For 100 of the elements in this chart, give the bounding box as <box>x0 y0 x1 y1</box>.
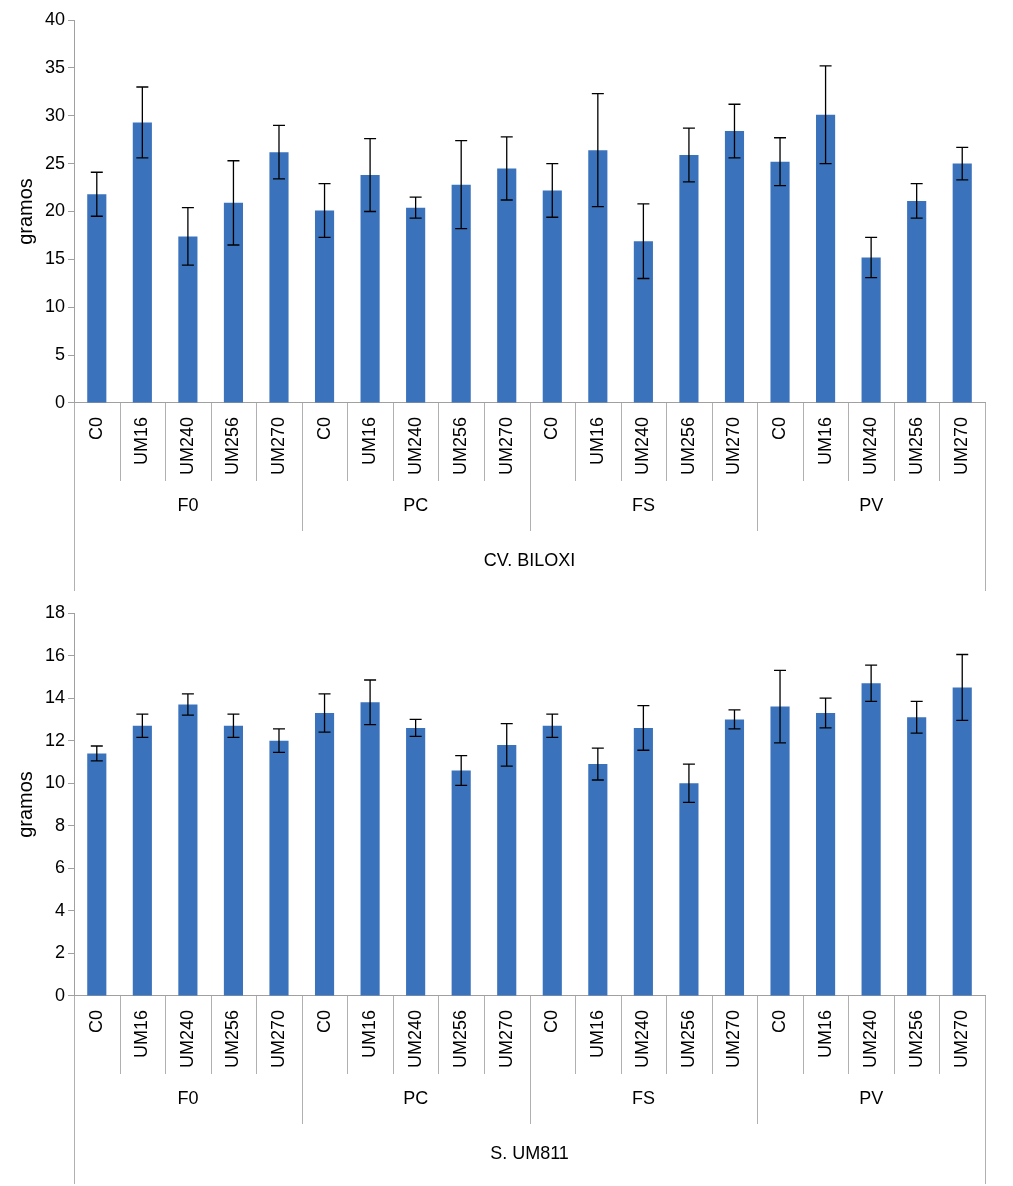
bar <box>451 184 471 403</box>
text: F0 <box>177 1087 199 1108</box>
x-tick-label: UM16 <box>814 1009 835 1058</box>
y-tick-label: 14 <box>44 687 66 708</box>
x-tick-label: UM16 <box>814 416 835 465</box>
bar <box>269 152 289 403</box>
x-tick-label: UM256 <box>222 416 243 476</box>
bar <box>679 783 699 996</box>
x-tick-label: UM240 <box>860 416 881 476</box>
bar <box>542 190 562 403</box>
bar <box>770 706 790 996</box>
bar <box>633 241 653 403</box>
text: F0 <box>177 494 199 515</box>
x-tick-label: UM240 <box>860 1009 881 1069</box>
x-tick-label: UM16 <box>586 416 607 465</box>
x-tick-label: C0 <box>313 1009 334 1033</box>
bar <box>724 131 745 403</box>
y-tick-label: 10 <box>44 296 66 317</box>
x-tick-label: UM240 <box>632 1009 653 1069</box>
x-tick-label: C0 <box>769 1009 789 1033</box>
bar <box>87 194 107 403</box>
text: PC <box>403 1087 429 1108</box>
y-tick-label: 12 <box>44 729 66 750</box>
x-tick-label: UM270 <box>267 416 288 476</box>
bar <box>360 175 380 403</box>
bar <box>542 725 562 996</box>
bar <box>269 740 289 996</box>
bar <box>178 704 198 996</box>
bar <box>132 122 152 403</box>
bar <box>861 683 881 996</box>
y-tick-label: 15 <box>44 248 66 269</box>
text: PV <box>859 494 884 515</box>
y-tick-label: 8 <box>55 814 66 835</box>
y-tick-label: 20 <box>44 200 66 221</box>
x-tick-label: UM256 <box>677 416 698 476</box>
bar <box>816 114 836 403</box>
bar <box>588 764 608 996</box>
y-tick-label: 4 <box>55 899 66 920</box>
y-axis-title: gramos <box>13 178 36 245</box>
bar <box>816 713 836 996</box>
y-tick-label: 10 <box>44 772 66 793</box>
bar <box>178 236 198 403</box>
x-tick-label: UM256 <box>905 1009 926 1069</box>
x-tick-label: UM256 <box>905 416 926 476</box>
y-tick-label: 0 <box>55 391 66 412</box>
y-tick-label: 16 <box>44 644 66 665</box>
y-tick-label: 6 <box>55 857 66 878</box>
y-tick-label: 25 <box>44 152 66 173</box>
x-tick-label: UM270 <box>495 1009 516 1069</box>
y-tick-label: 35 <box>44 56 66 77</box>
x-tick-label: UM240 <box>404 1009 425 1069</box>
x-tick-label: UM270 <box>951 416 972 476</box>
bar <box>87 753 107 996</box>
bar <box>861 257 881 403</box>
text: FS <box>631 494 655 515</box>
y-tick-label: 5 <box>55 344 66 365</box>
bar <box>497 744 517 996</box>
x-axis-title: S. UM811 <box>490 1142 569 1163</box>
bar <box>724 719 745 996</box>
text: PV <box>859 1087 884 1108</box>
x-tick-label: UM16 <box>586 1009 607 1058</box>
bar <box>451 770 471 996</box>
x-tick-label: UM240 <box>632 416 653 476</box>
bar <box>314 713 335 996</box>
x-tick-label: C0 <box>769 416 789 440</box>
bar <box>952 163 972 403</box>
y-tick-label: 0 <box>55 984 66 1005</box>
x-tick-label: UM270 <box>723 1009 744 1069</box>
y-tick-label: 30 <box>44 104 66 125</box>
bar <box>588 150 608 403</box>
x-tick-label: C0 <box>541 1009 562 1033</box>
x-tick-label: UM270 <box>723 416 744 476</box>
bar <box>633 727 653 996</box>
bar <box>907 717 927 996</box>
x-tick-label: UM16 <box>131 1009 152 1058</box>
x-tick-label: C0 <box>85 1009 106 1033</box>
bar <box>406 727 426 996</box>
x-tick-label: UM240 <box>176 416 197 476</box>
y-axis-title: gramos <box>13 771 36 838</box>
bar <box>406 207 426 403</box>
y-tick-label: 40 <box>44 8 66 29</box>
y-tick-label: 2 <box>55 942 66 963</box>
bar <box>223 202 244 403</box>
x-tick-label: UM256 <box>450 416 471 476</box>
x-tick-label: UM256 <box>222 1009 243 1069</box>
bar <box>223 725 244 996</box>
text: PC <box>403 494 429 515</box>
x-tick-label: UM16 <box>359 416 380 465</box>
x-tick-label: UM256 <box>677 1009 698 1069</box>
x-tick-label: UM240 <box>176 1009 197 1069</box>
y-tick-label: 18 <box>44 601 66 622</box>
bar <box>907 200 927 403</box>
x-tick-label: UM16 <box>131 416 152 465</box>
x-tick-label: C0 <box>541 416 562 440</box>
x-tick-label: UM16 <box>359 1009 380 1058</box>
bar <box>497 168 517 403</box>
bar <box>952 687 972 996</box>
bar <box>679 155 699 403</box>
x-tick-label: UM270 <box>495 416 516 476</box>
bar <box>360 702 380 996</box>
